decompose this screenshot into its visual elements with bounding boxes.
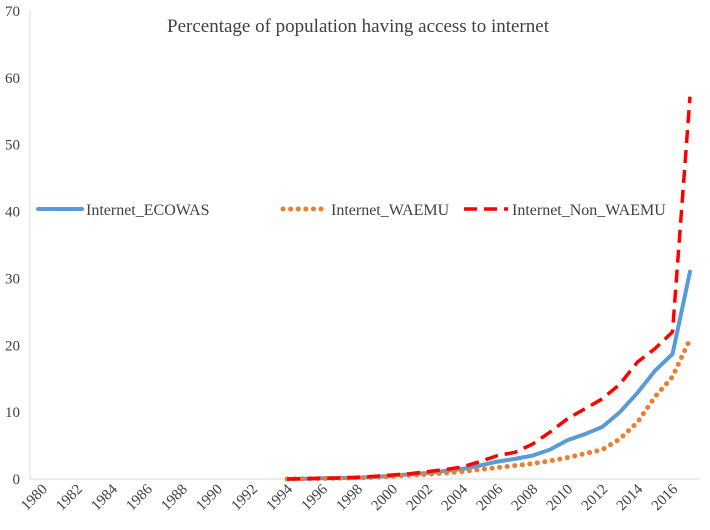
series-line-internet-non-waemu <box>287 96 692 481</box>
legend-label: Internet_Non_WAEMU <box>512 202 666 219</box>
series-lines <box>284 96 693 482</box>
x-tick-label: 1992 <box>228 482 261 515</box>
x-tick-label: 1988 <box>158 482 191 515</box>
x-tick-label: 1984 <box>88 481 121 514</box>
x-tick-label: 2008 <box>509 482 542 515</box>
x-tick-label: 1998 <box>334 482 367 515</box>
y-tick-label: 40 <box>5 205 20 221</box>
x-tick-label: 2016 <box>649 481 682 514</box>
x-tick-label: 1982 <box>53 482 86 515</box>
y-tick-label: 0 <box>13 472 21 488</box>
x-tick-label: 1994 <box>263 481 296 514</box>
y-tick-labels: 0 10 20 30 40 50 60 70 <box>5 4 20 488</box>
x-tick-label: 1986 <box>123 481 156 514</box>
series-line-internet-ecowas <box>285 269 692 481</box>
y-tick-label: 10 <box>5 405 20 421</box>
y-tick-label: 20 <box>5 338 20 354</box>
y-tick-label: 70 <box>5 4 20 20</box>
x-tick-label: 1990 <box>193 482 226 515</box>
x-tick-label: 2014 <box>614 481 647 514</box>
x-tick-label: 2002 <box>404 482 437 515</box>
y-tick-label: 60 <box>5 71 20 87</box>
legend-label: Internet_ECOWAS <box>86 202 210 219</box>
x-tick-labels: 1980 1982 1984 1986 1988 1990 1992 1994 1996 1998… <box>18 481 681 514</box>
y-tick-label: 50 <box>5 138 20 154</box>
chart-title: Percentage of population having access t… <box>167 16 550 37</box>
x-tick-label: 1980 <box>18 482 51 515</box>
x-tick-label: 2000 <box>369 482 402 515</box>
x-tick-label: 2006 <box>474 481 507 514</box>
x-tick-label: 1996 <box>299 481 332 514</box>
y-tick-label: 30 <box>5 271 20 287</box>
legend: Internet_ECOWAS Internet_WAEMU Internet_No… <box>36 202 666 219</box>
x-tick-label: 2004 <box>439 481 472 514</box>
legend-label: Internet_WAEMU <box>331 202 450 219</box>
x-tick-label: 2010 <box>544 482 577 515</box>
x-tick-label: 2012 <box>579 482 612 515</box>
